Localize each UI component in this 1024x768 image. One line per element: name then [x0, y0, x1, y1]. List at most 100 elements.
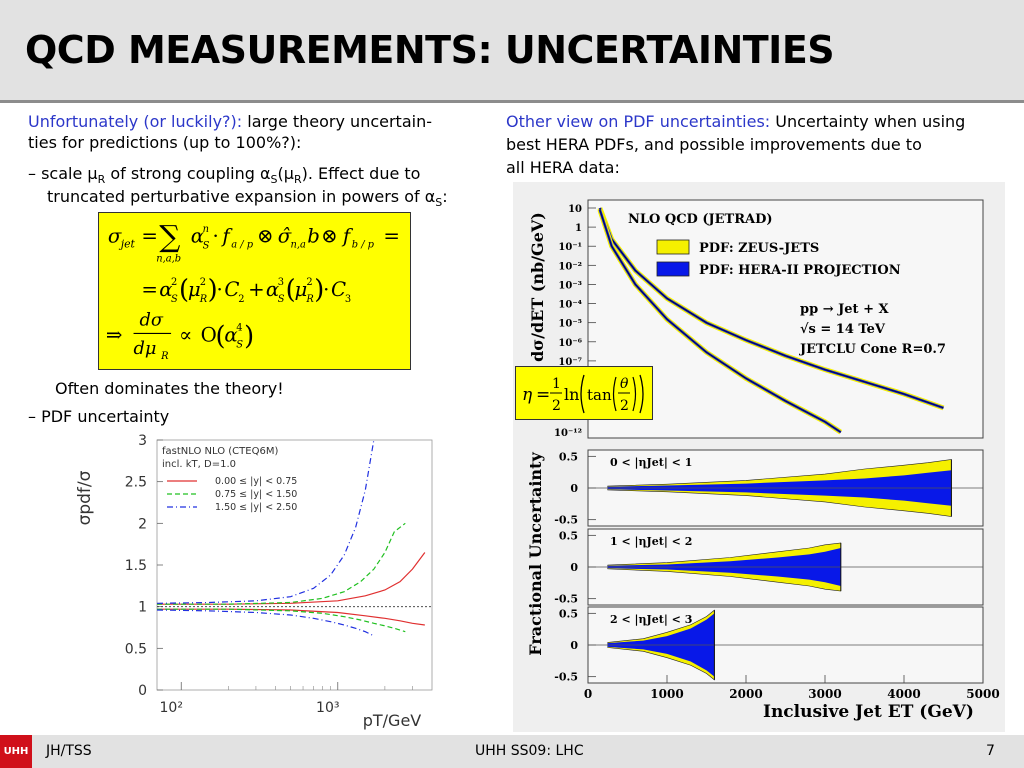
series-line-lower-2	[156, 609, 375, 637]
fractional-y-tick-label: -0.5	[554, 593, 578, 606]
legend-label: 0.00 ≤ |y| < 0.75	[215, 476, 297, 487]
formula-sup2b: 2	[200, 277, 206, 288]
eta-range-label: 2 < |ηJet| < 3	[610, 613, 692, 626]
formula-c2-sub: 2	[238, 294, 244, 305]
trunc-text-b: :	[442, 187, 448, 206]
formula-s-sub4: S	[236, 339, 243, 350]
legend-entry: PDF: ZEUS-JETS	[699, 241, 819, 256]
formula-jet-sub: jet	[119, 238, 136, 251]
legend-entry: PDF: HERA-II PROJECTION	[699, 263, 901, 278]
formula-na-sub: n,a	[291, 240, 306, 251]
fractional-y-tick-label: 0.5	[559, 450, 578, 463]
energy-x-tick-label: 5000	[966, 687, 999, 701]
scale-text-a: – scale μ	[28, 164, 98, 183]
pdf-uncertainty-item: – PDF uncertainty	[28, 407, 170, 426]
formula-rparen1: )	[208, 275, 218, 305]
formula-sup3: 3	[278, 277, 284, 288]
eta-numerator: 1	[552, 376, 561, 392]
formula-c3: C	[331, 278, 346, 301]
cross-section-y-label: dσ/dET (nb/GeV)	[528, 212, 547, 362]
formula-n-sup: n	[203, 224, 209, 235]
formula-plus: +	[248, 278, 265, 301]
footer-page-number: 7	[986, 743, 995, 759]
jet-figure-svg: 10110⁻¹10⁻²10⁻³10⁻⁴10⁻⁵10⁻⁶10⁻⁷10⁻¹²NLO …	[526, 199, 1000, 722]
formula-b: b	[307, 225, 320, 248]
formula-ap-sub: a / p	[231, 240, 253, 251]
scale-sub-r2: R	[293, 173, 302, 187]
scale-text-c: (μ	[277, 164, 294, 183]
formula-bp-sub: b / p	[352, 240, 375, 251]
formula-rparen2: )	[314, 275, 324, 305]
y-tick-label: 2.5	[125, 475, 147, 491]
eta-inner-rparen	[632, 376, 637, 412]
jet-cross-section-figure: 10 1 10⁻¹ 10⁻² 10⁻³ 10⁻⁴ 10⁻⁵ 10⁻⁶ 10⁻⁷ 10⁻¹² NLO …	[513, 182, 1005, 732]
scale-line: – scale μR of strong coupling αS(μR). Ef…	[28, 163, 420, 190]
process-annotation: pp → Jet + X	[800, 302, 889, 317]
formula-alpha4: α	[224, 323, 237, 346]
x-axis-label: pT/GeV	[363, 711, 422, 730]
eta-denominator: 2	[552, 398, 561, 414]
energy-x-tick-label: 3000	[808, 687, 841, 701]
formula-propto: ∝	[179, 323, 192, 346]
formula-c2: C	[224, 278, 239, 301]
log-y-tick-label: 10⁻⁶	[558, 338, 582, 349]
right-intro-line1: Other view on PDF uncertainties: Uncerta…	[506, 111, 965, 132]
legend-label: 1.50 ≤ |y| < 2.50	[215, 502, 297, 513]
formula-s-sub2: S	[171, 294, 178, 305]
process-annotation: √s = 14 TeV	[800, 322, 886, 337]
formula-dsigma: dσ	[139, 311, 163, 331]
right-intro-highlight: Other view on PDF uncertainties:	[506, 112, 771, 131]
energy-x-axis-label: Inclusive Jet ET (GeV)	[763, 702, 974, 722]
fractional-y-tick-label: 0	[570, 482, 578, 495]
formula-s-sub3: S	[278, 294, 285, 305]
footer-course: UHH SS09: LHC	[475, 743, 584, 759]
log-y-tick-label: 10⁻⁵	[558, 319, 582, 330]
eta-eq: =	[536, 385, 550, 405]
left-intro-line2: ties for predictions (up to 100%?):	[28, 133, 302, 152]
eta-ln: ln	[564, 385, 579, 404]
formula-sup2a: 2	[171, 277, 177, 288]
formula-s-sub1: S	[203, 241, 210, 252]
log-y-tick-label: 10	[568, 204, 582, 215]
footer-author: JH/TSS	[46, 743, 92, 759]
slide-footer	[0, 735, 1024, 768]
scale-sub-s: S	[270, 173, 278, 187]
formula-dot2: ·	[216, 278, 222, 301]
formula-lparen1: (	[179, 275, 189, 305]
fractional-y-tick-label: 0	[570, 639, 578, 652]
uhh-logo: UHH	[0, 735, 32, 768]
eta-range-label: 1 < |ηJet| < 2	[610, 535, 692, 548]
formula-alpha3: α	[266, 278, 279, 301]
log-y-tick-label: 10⁻⁴	[558, 300, 582, 311]
legend-box	[656, 239, 690, 255]
left-intro-rest: large theory uncertain-	[242, 112, 432, 131]
eta-theta-denominator: 2	[620, 398, 629, 414]
eta-formula-box: η = 1 2 ln tan θ 2	[515, 366, 653, 420]
y-tick-label: 0.5	[125, 641, 147, 657]
formula-lparen2: (	[286, 275, 296, 305]
formula-alpha2: α	[159, 278, 172, 301]
log-y-tick-label: 10⁻¹²	[554, 428, 582, 439]
y-tick-label: 1.5	[125, 558, 147, 574]
formula-box: σ jet = ∑ n,a,b α n S · f a / p ⊗ σ̂ n,a…	[98, 212, 411, 370]
right-intro-rest: Uncertainty when using	[770, 112, 966, 131]
slide-title: QCD MEASUREMENTS: UNCERTAINTIES	[25, 28, 835, 72]
formula-eq2: =	[383, 225, 400, 248]
y-tick-label: 3	[138, 433, 147, 449]
eta-outer-rparen	[639, 374, 644, 414]
series-line-upper-2	[156, 439, 375, 604]
formula-eq1: =	[141, 225, 158, 248]
series-line-lower-1	[157, 608, 406, 633]
eta-tan: tan	[587, 386, 612, 404]
eta-theta: θ	[620, 376, 629, 392]
chart-annotation: fastNLO NLO (CTEQ6M)	[162, 446, 278, 457]
trunc-sub-s: S	[435, 196, 443, 210]
fractional-y-axis-label: Fractional Uncertainty	[526, 452, 545, 656]
fractional-y-tick-label: -0.5	[554, 671, 578, 684]
energy-x-tick-label: 4000	[887, 687, 920, 701]
y-tick-label: 1	[138, 600, 147, 616]
y-tick-label: 2	[138, 516, 147, 532]
formula-alpha1: α	[191, 225, 204, 248]
chart-annotation: incl. kT, D=1.0	[162, 459, 236, 470]
formula-r-sub2: R	[305, 294, 314, 305]
